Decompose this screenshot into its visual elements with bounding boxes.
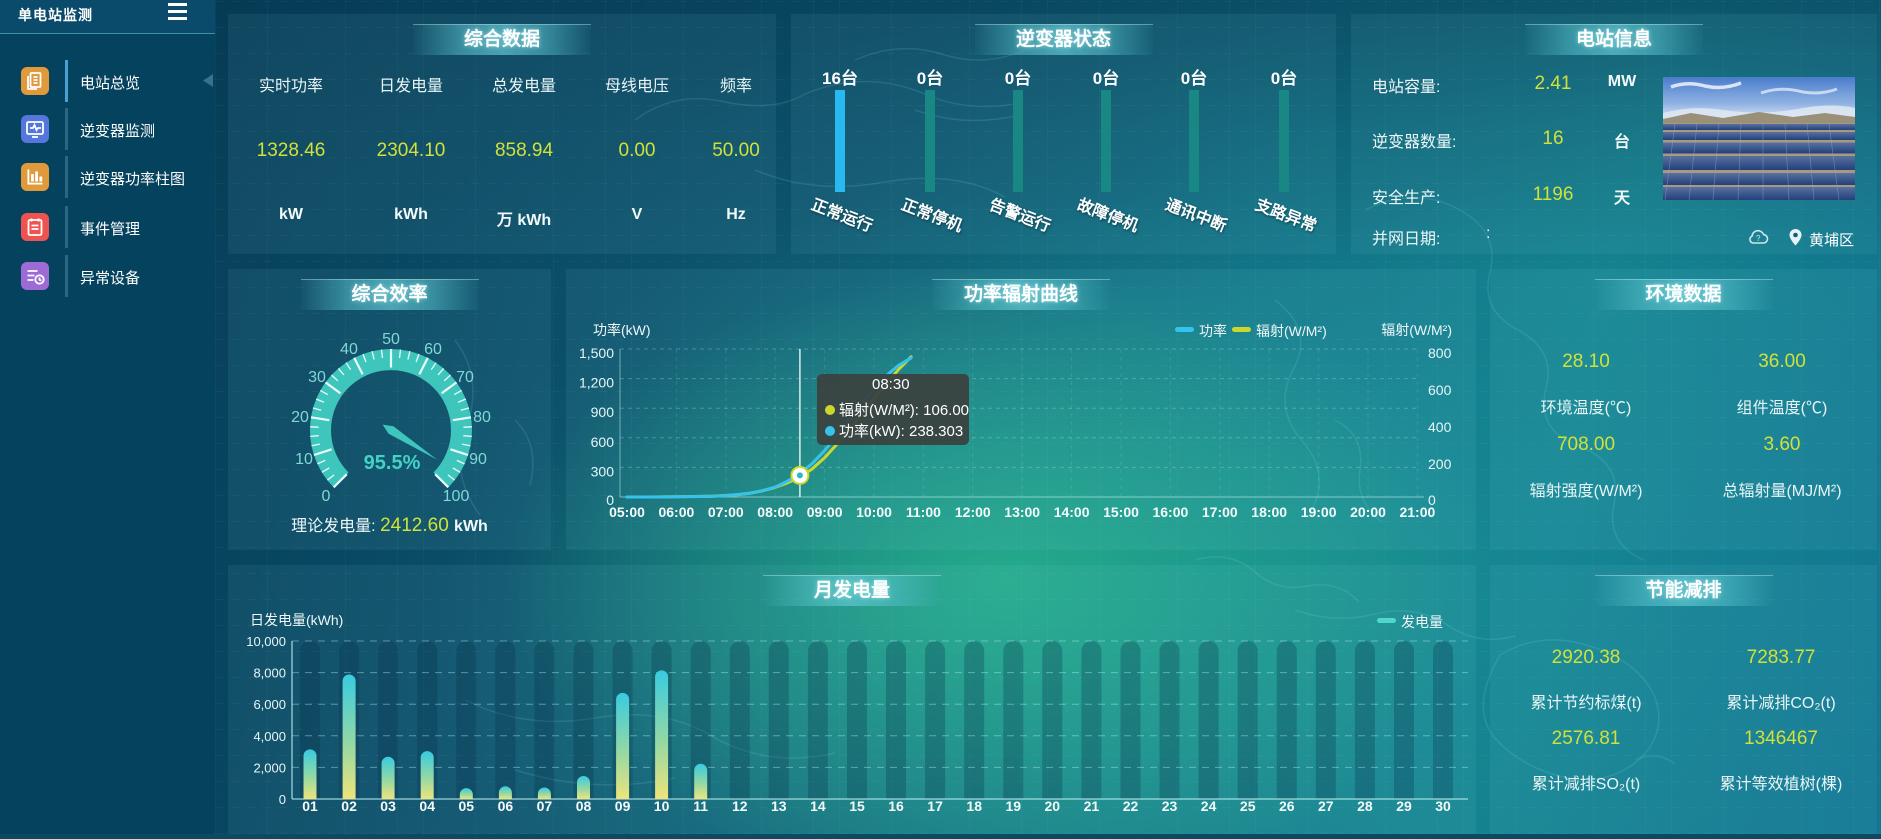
svg-text:15: 15: [849, 798, 865, 814]
svg-text:30: 30: [1435, 798, 1451, 814]
svg-text:13:00: 13:00: [1004, 504, 1040, 520]
svg-text:05: 05: [459, 798, 475, 814]
svg-text:功率: 功率: [1199, 323, 1227, 339]
svg-text:16: 16: [888, 798, 904, 814]
svg-text:6,000: 6,000: [253, 697, 286, 712]
svg-text:辐射(W/M²): 106.00: 辐射(W/M²): 106.00: [839, 402, 969, 419]
svg-text:07: 07: [537, 798, 553, 814]
svg-text:09: 09: [615, 798, 631, 814]
svg-text:?: ?: [1756, 234, 1761, 243]
svg-text:50: 50: [382, 331, 400, 348]
svg-text:16:00: 16:00: [1152, 504, 1188, 520]
svg-text:21: 21: [1084, 798, 1100, 814]
svg-text:19:00: 19:00: [1301, 504, 1337, 520]
svg-text:0: 0: [322, 488, 331, 505]
svg-text:04: 04: [419, 798, 435, 814]
svg-text:40: 40: [340, 341, 358, 358]
svg-text:20: 20: [291, 409, 309, 426]
svg-text:15:00: 15:00: [1103, 504, 1139, 520]
svg-text:01: 01: [302, 798, 318, 814]
svg-text:1,500: 1,500: [579, 345, 614, 361]
svg-text:600: 600: [591, 434, 615, 450]
svg-text:600: 600: [1428, 382, 1452, 398]
svg-text:29: 29: [1396, 798, 1412, 814]
svg-text:80: 80: [473, 409, 491, 426]
svg-text:08: 08: [576, 798, 592, 814]
svg-text:900: 900: [591, 404, 615, 420]
svg-text:06:00: 06:00: [658, 504, 694, 520]
svg-text:24: 24: [1201, 798, 1217, 814]
svg-text:08:00: 08:00: [757, 504, 793, 520]
svg-text:22: 22: [1123, 798, 1139, 814]
svg-text:辐射(W/M²): 辐射(W/M²): [1256, 323, 1327, 339]
svg-text:10: 10: [295, 451, 313, 468]
svg-text:10,000: 10,000: [246, 634, 286, 649]
svg-text:20: 20: [1045, 798, 1061, 814]
svg-text:20:00: 20:00: [1350, 504, 1386, 520]
svg-text:26: 26: [1279, 798, 1295, 814]
svg-text:18:00: 18:00: [1251, 504, 1287, 520]
svg-text:发电量: 发电量: [1401, 614, 1443, 630]
svg-text:400: 400: [1428, 419, 1452, 435]
svg-text:18: 18: [966, 798, 982, 814]
svg-text:17:00: 17:00: [1202, 504, 1238, 520]
svg-text:90: 90: [469, 451, 487, 468]
svg-text:19: 19: [1006, 798, 1022, 814]
svg-text:06: 06: [498, 798, 514, 814]
svg-text:辐射(W/M²): 辐射(W/M²): [1381, 322, 1452, 338]
svg-text:100: 100: [443, 488, 470, 505]
svg-text:09:00: 09:00: [807, 504, 843, 520]
svg-text:11: 11: [693, 798, 708, 814]
svg-text:27: 27: [1318, 798, 1334, 814]
svg-text:12: 12: [732, 798, 748, 814]
svg-text:8,000: 8,000: [253, 666, 286, 681]
svg-text:02: 02: [341, 798, 357, 814]
svg-text:21:00: 21:00: [1399, 504, 1435, 520]
svg-text:14: 14: [810, 798, 826, 814]
svg-text:功率(kW): 功率(kW): [593, 322, 651, 338]
svg-text:70: 70: [456, 369, 474, 386]
svg-text:95.5%: 95.5%: [364, 452, 421, 474]
svg-text:4,000: 4,000: [253, 729, 286, 744]
svg-text:13: 13: [771, 798, 787, 814]
svg-text:11:00: 11:00: [906, 504, 941, 520]
svg-text:300: 300: [591, 463, 615, 479]
svg-text:200: 200: [1428, 456, 1452, 472]
svg-text:60: 60: [424, 341, 442, 358]
svg-text:10: 10: [654, 798, 670, 814]
svg-text:25: 25: [1240, 798, 1256, 814]
svg-text:12:00: 12:00: [955, 504, 991, 520]
svg-text:17: 17: [927, 798, 943, 814]
svg-text:1,200: 1,200: [579, 375, 614, 391]
svg-text:功率(kW): 238.303: 功率(kW): 238.303: [839, 423, 963, 440]
svg-text:07:00: 07:00: [708, 504, 744, 520]
svg-text:08:30: 08:30: [872, 376, 910, 393]
svg-text:23: 23: [1162, 798, 1178, 814]
svg-text:14:00: 14:00: [1054, 504, 1090, 520]
svg-text:2,000: 2,000: [253, 760, 286, 775]
svg-text:0: 0: [279, 792, 286, 807]
svg-text:05:00: 05:00: [609, 504, 645, 520]
svg-text:28: 28: [1357, 798, 1373, 814]
svg-text:800: 800: [1428, 345, 1452, 361]
svg-text:10:00: 10:00: [856, 504, 892, 520]
svg-text:30: 30: [308, 369, 326, 386]
svg-text:03: 03: [380, 798, 396, 814]
svg-text:日发电量(kWh): 日发电量(kWh): [250, 612, 343, 628]
